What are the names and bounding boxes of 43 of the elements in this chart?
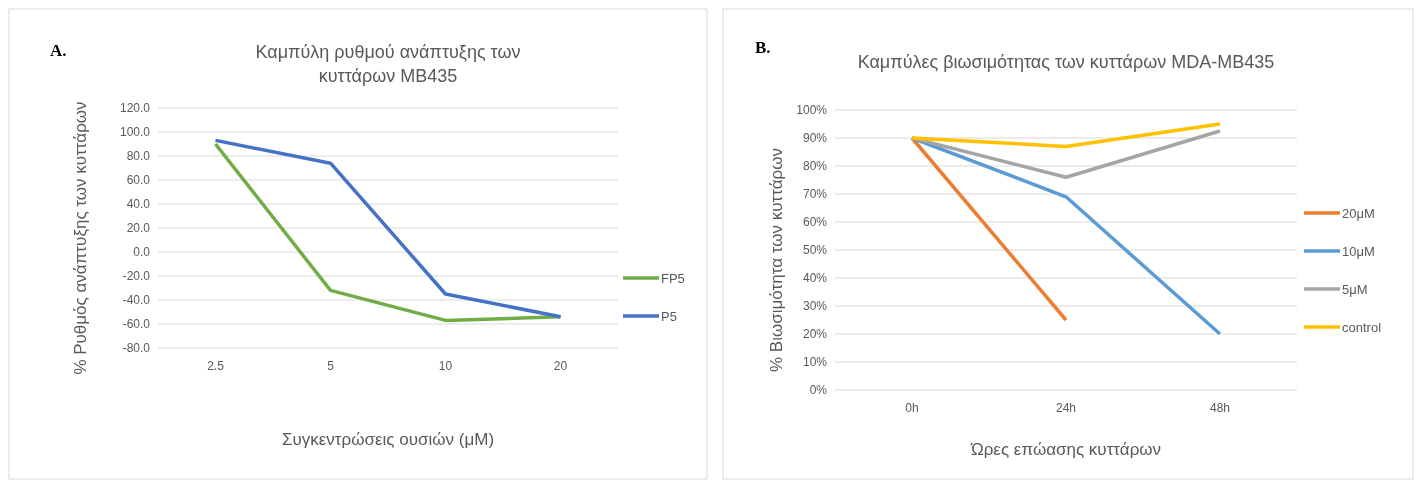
y-tick-label: 80.0 xyxy=(126,149,151,164)
y-tick-label: 10% xyxy=(802,355,828,370)
chart-title: Καμπύλες βιωσιμότητας των κυττάρων MDA-MB435 xyxy=(857,52,1275,72)
y-tick-label: 20.0 xyxy=(126,221,151,236)
legend-label: FP5 xyxy=(661,270,685,286)
x-tick-label: 10 xyxy=(438,359,453,373)
y-tick-label: 120.0 xyxy=(119,101,151,116)
y-tick-label: -20.0 xyxy=(122,269,151,284)
y-tick-label: 70% xyxy=(802,187,828,202)
legend-label: P5 xyxy=(661,308,677,324)
y-tick-label: 20% xyxy=(802,327,828,342)
y-tick-label: 40% xyxy=(802,271,828,286)
x-axis-title: Ώρες επώασης κυττάρων xyxy=(969,440,1162,459)
y-tick-label: -80.0 xyxy=(122,341,151,356)
y-tick-label: 50% xyxy=(802,243,828,258)
y-tick-label: 80% xyxy=(802,159,828,174)
x-tick-label: 24h xyxy=(1055,401,1077,415)
legend-label: control xyxy=(1342,319,1382,335)
y-tick-label: 60% xyxy=(802,215,828,230)
y-tick-label: -60.0 xyxy=(122,317,151,332)
x-tick-label: 5 xyxy=(327,359,335,373)
x-tick-label: 20 xyxy=(553,359,568,373)
y-tick-label: 60.0 xyxy=(126,173,151,188)
chart-title: Καμπύλη ρυθμού ανάπτυξης των κυττάρων MB435 xyxy=(255,42,521,86)
y-tick-label: 30% xyxy=(802,299,828,314)
y-tick-label: -40.0 xyxy=(122,293,151,308)
text: B. xyxy=(755,38,771,57)
legend-label: 5μM xyxy=(1342,281,1368,297)
y-axis-title: % Ρυθμός ανάπτυξης των κυττάρων xyxy=(71,101,90,375)
y-tick-label: 90% xyxy=(802,131,828,146)
legend-label: 10μM xyxy=(1342,243,1375,259)
y-tick-label: 0% xyxy=(809,383,828,398)
y-axis-title: % Βιωσιμότητα των κυττάρων xyxy=(767,148,786,372)
y-tick-label: 100% xyxy=(796,103,828,118)
y-tick-label: 100.0 xyxy=(119,125,151,140)
legend-label: 20μM xyxy=(1342,205,1375,221)
x-tick-label: 48h xyxy=(1209,401,1231,415)
x-axis-title: Συγκεντρώσεις ουσιών (μM) xyxy=(281,430,495,449)
x-tick-label: 0h xyxy=(905,401,919,415)
x-tick-label: 2.5 xyxy=(207,359,225,373)
y-tick-label: 0.0 xyxy=(133,245,151,260)
text: A. xyxy=(50,41,67,60)
y-tick-label: 40.0 xyxy=(126,197,151,212)
